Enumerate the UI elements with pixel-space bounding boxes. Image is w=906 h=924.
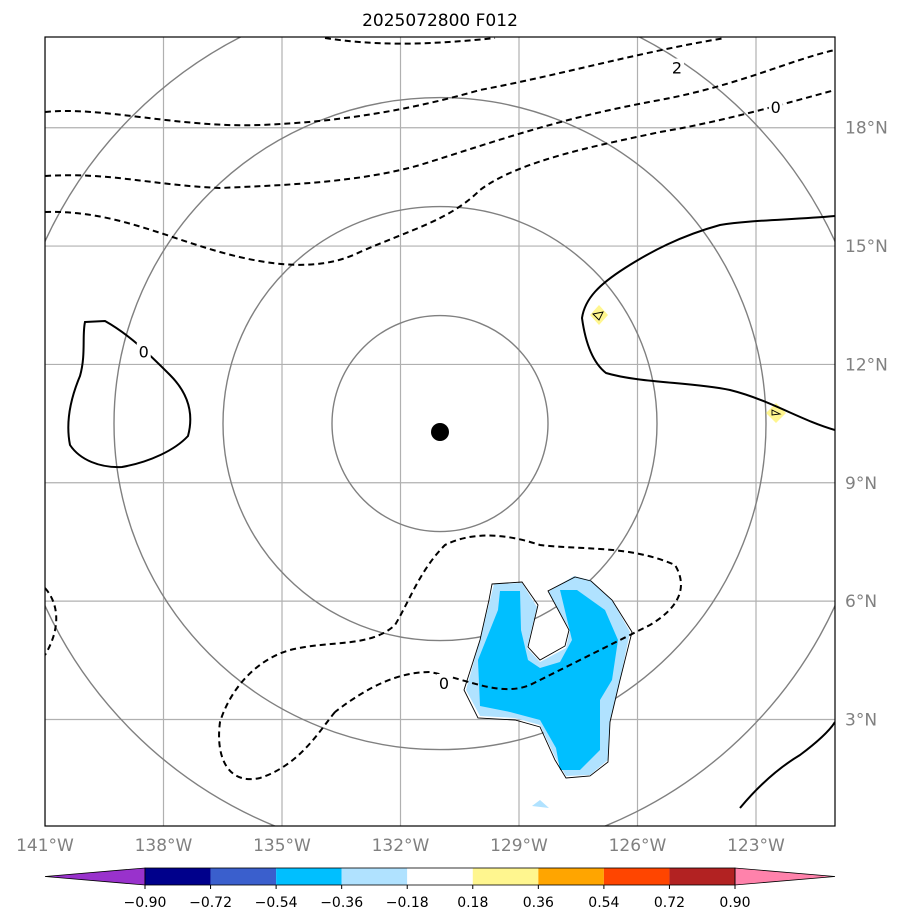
colorbar-tick-label: 0.54 [588,895,619,911]
plot-frame [44,36,836,827]
dashed-contour-top [324,37,496,45]
colorbar-tick-label: −0.18 [386,895,429,911]
storm-center-marker [431,423,449,441]
colorbar-segment [472,868,539,885]
dashed-contour-3 [45,49,835,190]
colorbar-segment [538,868,604,885]
solid-contour-southeast [739,721,835,809]
dashed-contour-2 [45,37,726,127]
shaded-spot-light-blue-small [532,800,549,808]
shaded-region-blue [478,590,618,770]
lat-tick-label: 18°N [845,119,888,139]
range-ring [113,96,767,751]
contour-label: 0 [439,674,449,693]
lon-tick-label: 138°W [135,836,193,856]
lon-tick-label: 129°W [490,836,548,856]
lat-tick-label: 6°N [845,592,877,612]
colorbar-extend-low [44,867,146,886]
lat-tick-label: 12°N [845,355,888,375]
thin-contour-spot-1 [592,311,604,321]
colorbar-segment [210,868,277,885]
dashed-contour-4 [45,89,835,266]
contour-label-bg [136,342,151,361]
colorbar-tick-label: −0.72 [189,895,232,911]
colorbar-tick-label: −0.36 [320,895,363,911]
colorbar-extend-high [734,867,836,886]
lon-tick-label: 132°W [372,836,430,856]
lat-tick-label: 15°N [845,237,888,257]
contour-label-bg [670,58,684,77]
shaded-fields [466,305,786,808]
lon-tick-label: 141°W [16,836,74,856]
colorbar-segment [603,868,670,885]
range-ring [331,314,549,533]
solid-contours [67,215,835,809]
latitude-labels: 3°N 6°N 9°N 12°N 15°N 18°N [845,119,888,731]
chart-title: 2025072800 F012 [362,11,518,31]
contour-labels: 0 0 0 2 [136,58,783,693]
colorbar-tick-label: −0.54 [255,895,298,911]
solid-contour-west-loop [67,319,192,469]
contour-label-bg [768,98,783,117]
dashed-contours [45,37,835,781]
shaded-spot-yellow-1 [590,305,608,325]
lon-tick-label: 126°W [609,836,667,856]
plot-area: 0 0 0 2 [45,37,835,826]
contour-label: 2 [672,59,682,78]
colorbar-tick-label: 0.36 [523,895,554,911]
colorbar-tick-label: 0.72 [654,895,685,911]
dashed-contour-left-edge [45,587,58,656]
range-rings [45,37,835,826]
colorbar-tick-label: 0.18 [457,895,488,911]
thin-contour-spot-2 [771,409,782,416]
colorbar-frame [144,867,736,886]
thin-contour-shaded-outline [463,576,633,779]
contour-label: 0 [771,98,781,117]
lat-tick-label: 3°N [845,710,877,730]
colorbar-tick-label: −0.90 [124,895,167,911]
colorbar-segment [407,868,473,885]
range-ring [222,205,658,642]
lat-tick-label: 9°N [845,474,877,494]
contour-label: 0 [139,343,149,362]
colorbar-segment [276,868,342,885]
colorbar-segment [669,868,735,885]
contour-label-bg [436,673,451,692]
dashed-contour-lower [218,534,682,781]
colorbar: −0.90 −0.72 −0.54 −0.36 −0.18 0.18 0.36 0.54 0.7… [44,867,836,911]
lon-tick-label: 123°W [727,836,785,856]
solid-contour-northeast [580,215,835,431]
longitude-labels: 141°W 138°W 135°W 132°W 129°W 126°W 123°W [16,836,785,856]
colorbar-segment [341,868,408,885]
colorbar-tick-label: 0.90 [719,895,750,911]
lon-tick-label: 135°W [253,836,311,856]
colorbar-segment [145,868,211,885]
